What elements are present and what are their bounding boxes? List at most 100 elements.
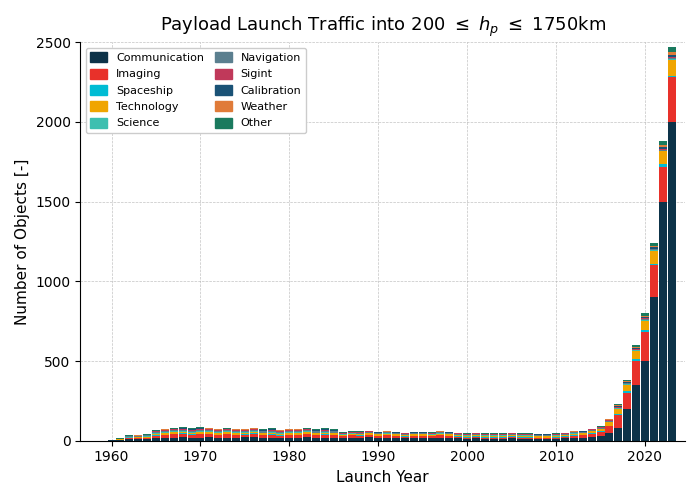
- Bar: [623, 409, 631, 440]
- Bar: [498, 438, 507, 439]
- Bar: [668, 52, 676, 56]
- Bar: [188, 430, 195, 432]
- Bar: [303, 437, 311, 440]
- Bar: [437, 435, 444, 438]
- Bar: [286, 433, 293, 434]
- Bar: [392, 438, 400, 440]
- Bar: [348, 434, 356, 435]
- Bar: [526, 438, 533, 439]
- Bar: [303, 430, 311, 432]
- Bar: [267, 432, 276, 434]
- Bar: [223, 438, 231, 440]
- Bar: [615, 406, 622, 407]
- Bar: [294, 435, 302, 438]
- Bar: [312, 436, 320, 438]
- Bar: [623, 392, 631, 393]
- Bar: [197, 430, 204, 431]
- Bar: [365, 435, 373, 437]
- Bar: [623, 384, 631, 385]
- Y-axis label: Number of Objects [-]: Number of Objects [-]: [15, 158, 30, 324]
- Bar: [250, 431, 258, 432]
- Bar: [374, 433, 382, 434]
- Bar: [197, 429, 204, 430]
- Bar: [650, 250, 658, 251]
- Bar: [197, 434, 204, 438]
- Bar: [214, 433, 222, 434]
- Bar: [321, 432, 329, 434]
- Bar: [312, 430, 320, 432]
- Bar: [374, 436, 382, 438]
- Bar: [632, 351, 640, 359]
- Bar: [161, 433, 169, 434]
- Bar: [410, 438, 418, 440]
- Bar: [606, 421, 613, 422]
- Bar: [534, 435, 542, 436]
- Bar: [312, 434, 320, 435]
- Bar: [205, 437, 214, 440]
- Bar: [348, 436, 356, 438]
- Bar: [606, 433, 613, 440]
- Bar: [650, 264, 658, 266]
- Bar: [641, 313, 649, 316]
- Bar: [641, 321, 649, 330]
- Bar: [232, 431, 240, 432]
- Bar: [214, 430, 222, 431]
- Bar: [286, 430, 293, 431]
- Bar: [419, 434, 427, 436]
- Bar: [232, 435, 240, 438]
- Bar: [445, 436, 454, 438]
- Bar: [428, 438, 435, 440]
- Bar: [125, 439, 133, 440]
- Bar: [561, 438, 569, 440]
- Bar: [641, 318, 649, 320]
- Bar: [348, 432, 356, 434]
- Bar: [152, 434, 160, 436]
- Bar: [374, 438, 382, 440]
- Bar: [178, 432, 187, 433]
- Bar: [463, 434, 471, 436]
- Bar: [437, 432, 444, 433]
- Bar: [125, 438, 133, 439]
- Bar: [250, 434, 258, 436]
- Bar: [570, 434, 578, 435]
- Bar: [276, 436, 284, 438]
- Bar: [330, 430, 338, 432]
- Bar: [641, 330, 649, 332]
- Bar: [161, 431, 169, 432]
- Bar: [632, 361, 640, 385]
- Bar: [463, 438, 471, 439]
- Bar: [615, 409, 622, 414]
- Bar: [152, 432, 160, 434]
- Bar: [570, 432, 578, 433]
- Bar: [232, 438, 240, 440]
- Bar: [178, 429, 187, 430]
- Bar: [197, 438, 204, 440]
- Bar: [623, 385, 631, 392]
- Bar: [596, 429, 605, 432]
- Bar: [223, 430, 231, 432]
- Bar: [339, 435, 346, 436]
- Bar: [276, 432, 284, 433]
- Bar: [303, 432, 311, 434]
- Bar: [205, 434, 214, 437]
- Bar: [632, 348, 640, 349]
- Bar: [463, 436, 471, 437]
- Bar: [286, 431, 293, 432]
- Bar: [161, 432, 169, 433]
- Bar: [125, 436, 133, 437]
- Bar: [294, 432, 302, 433]
- Bar: [356, 438, 365, 440]
- Bar: [490, 434, 498, 436]
- Bar: [659, 141, 667, 145]
- Bar: [303, 434, 311, 437]
- Bar: [410, 434, 418, 436]
- Bar: [615, 428, 622, 440]
- Bar: [410, 436, 418, 438]
- Bar: [543, 435, 551, 436]
- Bar: [668, 60, 676, 76]
- Bar: [650, 248, 658, 250]
- Bar: [668, 56, 676, 57]
- Bar: [437, 438, 444, 440]
- Bar: [321, 434, 329, 438]
- Bar: [650, 298, 658, 440]
